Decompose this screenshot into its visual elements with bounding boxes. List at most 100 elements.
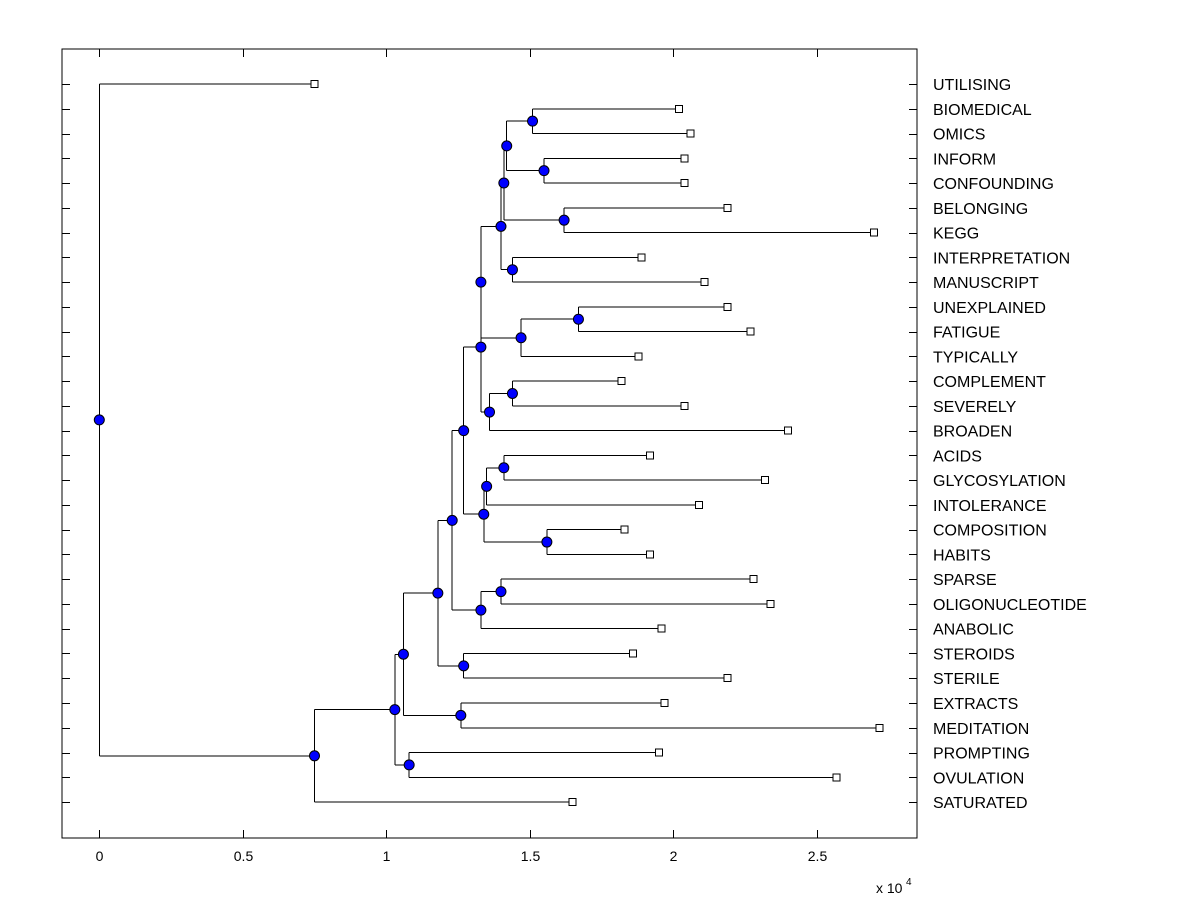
leaf-label: SATURATED — [933, 795, 1028, 812]
leaf-label: FATIGUE — [933, 325, 1000, 342]
node-marker — [506, 264, 518, 276]
node-marker — [541, 536, 553, 548]
leaf-label: ACIDS — [933, 448, 982, 465]
leaf-label: BELONGING — [933, 201, 1028, 218]
leaf-label: INTOLERANCE — [933, 498, 1047, 515]
leaf-labels: UTILISING BIOMEDICAL OMICS INFORM CONFOUNDIN… — [933, 77, 1087, 812]
x-tick-label: 2 — [670, 848, 678, 864]
leaf-label: BIOMEDICAL — [933, 102, 1032, 119]
leaf-marker — [617, 377, 626, 386]
leaf-label: CONFOUNDING — [933, 176, 1054, 193]
leaf-label: MEDITATION — [933, 721, 1029, 738]
node-marker — [506, 388, 518, 399]
leaf-marker — [680, 179, 689, 188]
leaf-marker — [654, 748, 663, 757]
x-tick-label: 1.5 — [521, 848, 541, 864]
node-marker — [432, 587, 444, 599]
node-marker — [558, 214, 570, 226]
node-marker — [389, 704, 401, 716]
leaf-label: GLYCOSYLATION — [933, 473, 1066, 490]
node-marker — [495, 220, 507, 232]
leaf-marker — [310, 80, 319, 88]
node-marker — [458, 425, 470, 437]
leaf-marker — [832, 773, 841, 782]
node-marker — [495, 586, 507, 598]
leaf-marker — [634, 352, 643, 361]
node-marker — [538, 165, 550, 177]
leaf-marker — [723, 302, 732, 311]
x-tick-label: 2.5 — [808, 848, 828, 864]
leaf-marker — [568, 798, 577, 807]
leaf-label: OLIGONUCLEOTIDE — [933, 597, 1087, 614]
leaf-marker — [657, 624, 666, 633]
leaf-label: PROMPTING — [933, 746, 1030, 763]
node-marker — [481, 480, 493, 492]
leaf-label: INFORM — [933, 151, 996, 168]
node-marker — [446, 514, 458, 526]
leaf-label: UNEXPLAINED — [933, 300, 1046, 317]
node-marker — [475, 276, 487, 288]
x-axis-ticks: 0 0.5 1 1.5 2 2.5 — [96, 49, 828, 864]
leaf-marker — [646, 451, 655, 460]
x-multiplier-label: x 10 — [876, 880, 903, 896]
node-marker — [572, 313, 584, 325]
leaf-marker — [766, 599, 775, 608]
plot-area — [61, 48, 918, 839]
node-marker — [515, 332, 527, 344]
node-marker — [458, 660, 470, 672]
leaf-marker — [628, 649, 637, 658]
leaf-label: SEVERELY — [933, 399, 1017, 416]
node-marker — [475, 604, 487, 616]
leaf-marker — [723, 203, 732, 212]
node-marker — [403, 759, 415, 771]
leaf-marker — [746, 327, 755, 336]
node-markers — [93, 115, 584, 771]
x-tick-label: 0.5 — [234, 848, 254, 864]
leaf-label: OMICS — [933, 127, 985, 144]
leaf-label: OVULATION — [933, 770, 1024, 787]
leaf-marker — [700, 278, 709, 287]
node-marker — [455, 709, 467, 721]
leaf-label: COMPOSITION — [933, 523, 1047, 540]
node-marker — [478, 508, 490, 520]
leaf-label: EXTRACTS — [933, 696, 1018, 713]
leaf-marker — [686, 129, 695, 138]
leaf-label: HABITS — [933, 547, 991, 564]
leaf-marker — [637, 253, 646, 262]
leaf-marker — [646, 550, 655, 559]
node-marker — [501, 140, 513, 152]
leaf-marker — [680, 154, 689, 163]
leaf-marker — [869, 228, 878, 237]
leaf-marker — [694, 500, 703, 509]
leaf-marker — [875, 723, 884, 732]
leaf-marker — [760, 476, 769, 485]
node-marker — [93, 414, 105, 426]
leaf-label: SPARSE — [933, 572, 997, 589]
leaf-label: INTERPRETATION — [933, 250, 1070, 267]
leaf-marker — [680, 401, 689, 410]
node-marker — [308, 750, 320, 762]
node-marker — [527, 115, 539, 127]
leaf-label: STEROIDS — [933, 646, 1015, 663]
leaf-marker — [749, 575, 758, 584]
leaf-marker — [783, 426, 792, 435]
leaf-label: STERILE — [933, 671, 1000, 688]
leaf-marker — [620, 525, 629, 534]
leaf-markers — [310, 80, 884, 807]
leaf-label: BROADEN — [933, 424, 1012, 441]
leaf-label: ANABOLIC — [933, 622, 1014, 639]
node-marker — [475, 341, 487, 353]
x-tick-label: 0 — [96, 848, 104, 864]
leaf-label: MANUSCRIPT — [933, 275, 1039, 292]
leaf-label: KEGG — [933, 226, 979, 243]
node-marker — [484, 406, 495, 418]
leaf-label: UTILISING — [933, 77, 1011, 94]
leaf-label: COMPLEMENT — [933, 374, 1046, 391]
node-marker — [397, 648, 409, 660]
x-tick-label: 1 — [383, 848, 391, 864]
node-marker — [498, 462, 510, 474]
y-axis-ticks — [62, 84, 917, 803]
x-multiplier-exponent: 4 — [906, 877, 912, 888]
leaf-label: TYPICALLY — [933, 349, 1018, 366]
